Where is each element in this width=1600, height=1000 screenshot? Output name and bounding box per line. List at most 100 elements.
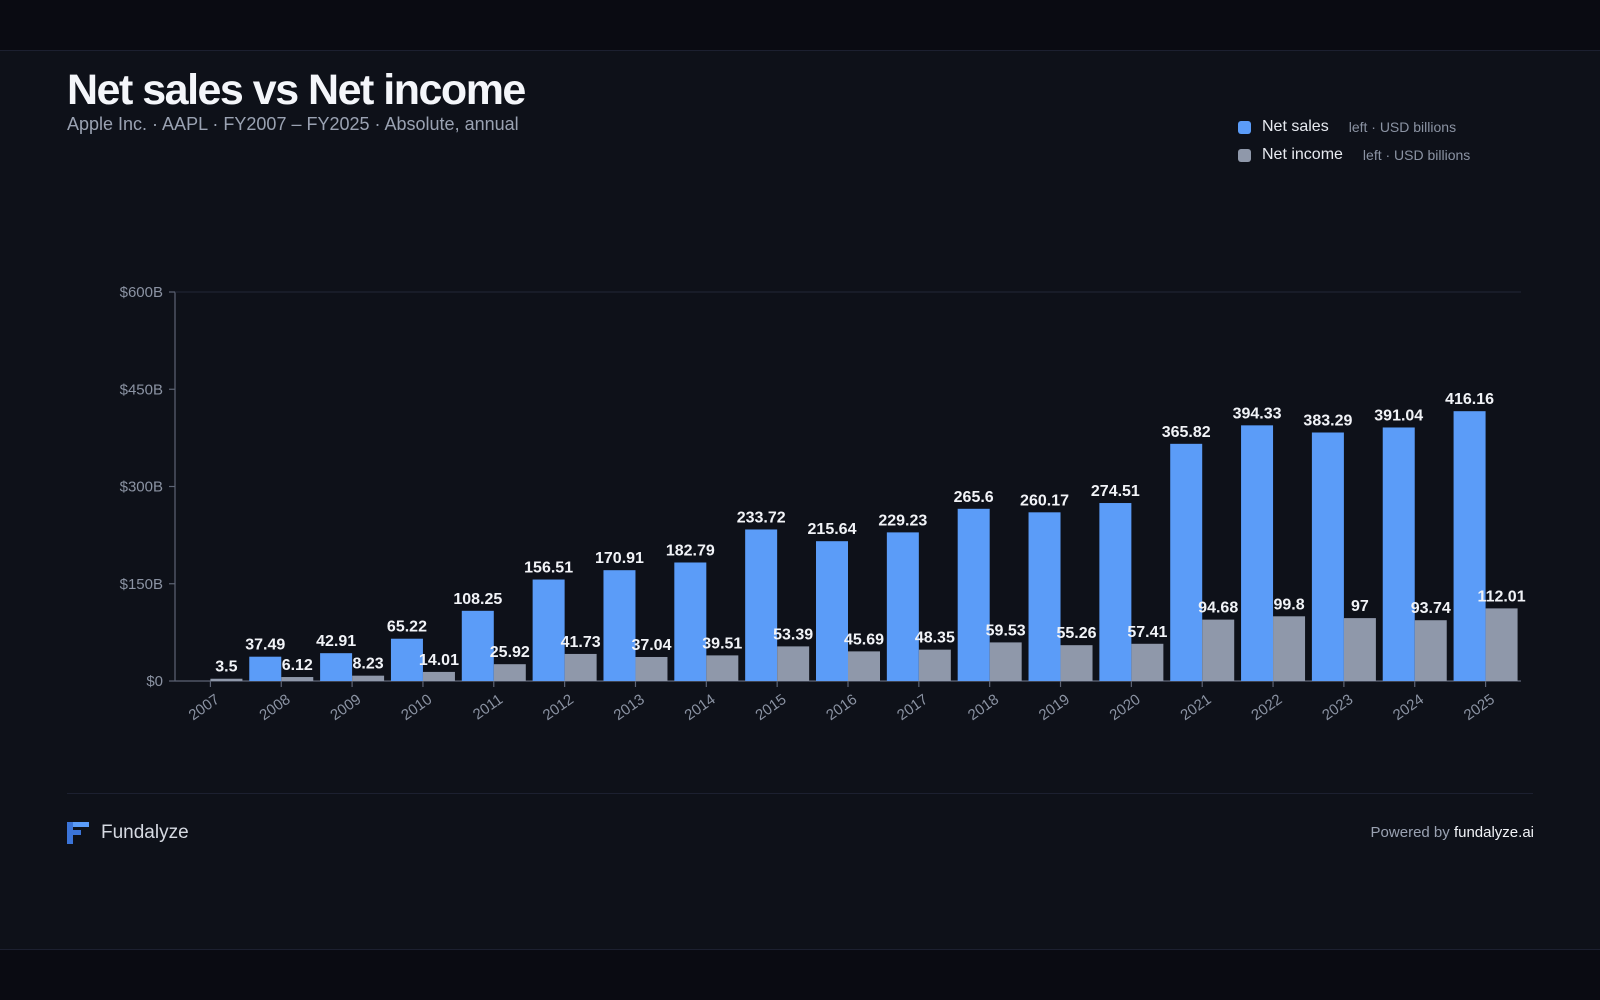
data-label-net-sales: 383.29 [1303, 413, 1352, 430]
x-tick-label: 2017 [894, 691, 931, 724]
legend-item-net-sales[interactable]: Net sales left · USD billions [1238, 116, 1456, 138]
powered-by-site[interactable]: fundalyze.ai [1453, 824, 1534, 841]
bar-net-sales [1453, 411, 1486, 681]
x-tick-label: 2018 [965, 691, 1002, 724]
bar-net-income [422, 671, 455, 681]
bar-net-income [1273, 616, 1306, 681]
x-tick-label: 2020 [1107, 691, 1144, 724]
x-tick-label: 2021 [1177, 691, 1214, 724]
bar-net-sales [674, 562, 707, 681]
bar-net-income [706, 655, 739, 681]
data-label-net-income: 99.8 [1273, 596, 1304, 613]
x-tick-label: 2025 [1461, 691, 1498, 724]
bar-net-income [281, 677, 314, 681]
bar-net-sales [1382, 427, 1415, 681]
data-label-net-sales: 156.51 [524, 560, 573, 577]
bar-net-income [848, 651, 880, 681]
data-label-net-income: 25.92 [490, 644, 530, 661]
x-tick-label: 2014 [682, 691, 719, 724]
x-tick-label: 2012 [540, 691, 577, 724]
powered-by-prefix: Powered by [1370, 824, 1450, 841]
y-tick-label: $450B [120, 381, 163, 398]
data-label-net-income: 37.04 [631, 637, 671, 654]
data-label-net-income: 6.12 [282, 657, 313, 674]
bar-net-income [1343, 618, 1376, 681]
data-label-net-income: 55.26 [1057, 625, 1097, 642]
powered-by[interactable]: Powered by fundalyze.ai [1371, 824, 1534, 841]
x-tick-label: 2013 [611, 691, 648, 724]
x-tick-label: 2007 [186, 691, 223, 724]
chart-subtitle: Apple Inc. · AAPL · FY2007 – FY2025 · Ab… [67, 114, 519, 134]
data-label-net-sales: 108.25 [453, 591, 502, 608]
bar-net-sales [816, 541, 848, 681]
y-tick-label: $600B [120, 284, 163, 301]
fundalyze-logo-icon [67, 822, 89, 844]
data-label-net-sales: 391.04 [1374, 407, 1423, 424]
legend-unit-net-sales: left · USD billions [1348, 119, 1457, 135]
footer-divider [67, 793, 1533, 794]
bar-net-sales [1311, 432, 1344, 681]
data-label-net-income: 39.51 [702, 635, 742, 652]
brand[interactable]: Fundalyze [67, 818, 189, 848]
data-label-net-sales: 233.72 [737, 509, 786, 526]
bar-net-income [1202, 619, 1235, 681]
x-tick-label: 2023 [1319, 691, 1356, 724]
bar-net-income [210, 678, 243, 681]
data-label-net-sales: 65.22 [387, 619, 427, 636]
data-label-net-income: 94.68 [1198, 600, 1238, 617]
x-tick-label: 2024 [1390, 691, 1427, 724]
bar-net-sales [1099, 503, 1132, 681]
bar-net-sales [603, 570, 636, 681]
bar-net-income [918, 649, 951, 681]
bar-net-sales [532, 579, 565, 681]
data-label-net-income: 93.74 [1411, 600, 1451, 617]
x-tick-label: 2008 [256, 691, 293, 724]
legend-label-net-income: Net income [1262, 146, 1343, 163]
data-label-net-income: 3.5 [215, 659, 237, 676]
data-label-net-sales: 37.49 [245, 637, 285, 654]
data-label-net-income: 59.53 [986, 622, 1026, 639]
x-tick-label: 2016 [823, 691, 860, 724]
legend-item-net-income[interactable]: Net income left · USD billions [1238, 144, 1470, 166]
bar-net-income [1485, 608, 1518, 681]
data-label-net-income: 41.73 [561, 634, 601, 651]
bar-net-sales [745, 529, 778, 681]
bar-net-income [635, 656, 668, 681]
data-label-net-income: 57.41 [1127, 624, 1167, 641]
x-tick-label: 2009 [327, 691, 364, 724]
data-label-net-income: 53.39 [773, 626, 813, 643]
data-label-net-sales: 170.91 [595, 550, 644, 567]
bar-net-income [493, 664, 526, 681]
chart-title: Net sales vs Net income [67, 66, 526, 114]
data-label-net-income: 14.01 [419, 652, 459, 669]
data-label-net-income: 112.01 [1478, 588, 1526, 605]
data-label-net-sales: 416.16 [1445, 391, 1494, 408]
bar-layer [210, 411, 1518, 681]
legend-swatch-net-income [1238, 148, 1251, 162]
x-tick-label: 2022 [1248, 691, 1285, 724]
bar-net-sales [320, 653, 353, 681]
brand-name: Fundalyze [101, 822, 189, 843]
bar-net-sales [1028, 512, 1061, 681]
bar-net-sales [957, 508, 990, 681]
data-label-net-sales: 265.6 [954, 489, 994, 506]
legend-label-net-sales: Net sales [1262, 118, 1329, 135]
bar-net-sales [1170, 443, 1203, 681]
x-tick-label: 2015 [752, 691, 789, 724]
bar-net-sales [249, 656, 282, 681]
bar-net-income [989, 642, 1022, 681]
bar-net-income [777, 646, 810, 681]
data-label-net-sales: 274.51 [1091, 483, 1140, 500]
bar-net-income [1414, 620, 1447, 681]
bar-net-income [352, 675, 385, 681]
bar-net-sales [1241, 425, 1274, 681]
bar-net-income [564, 653, 597, 681]
x-tick-label: 2011 [470, 691, 506, 723]
data-label-net-sales: 260.17 [1020, 492, 1069, 509]
data-label-net-income: 97 [1351, 598, 1369, 615]
bar-net-income [1131, 643, 1164, 681]
data-label-net-sales: 182.79 [666, 542, 715, 559]
y-tick-label: $150B [120, 576, 163, 593]
